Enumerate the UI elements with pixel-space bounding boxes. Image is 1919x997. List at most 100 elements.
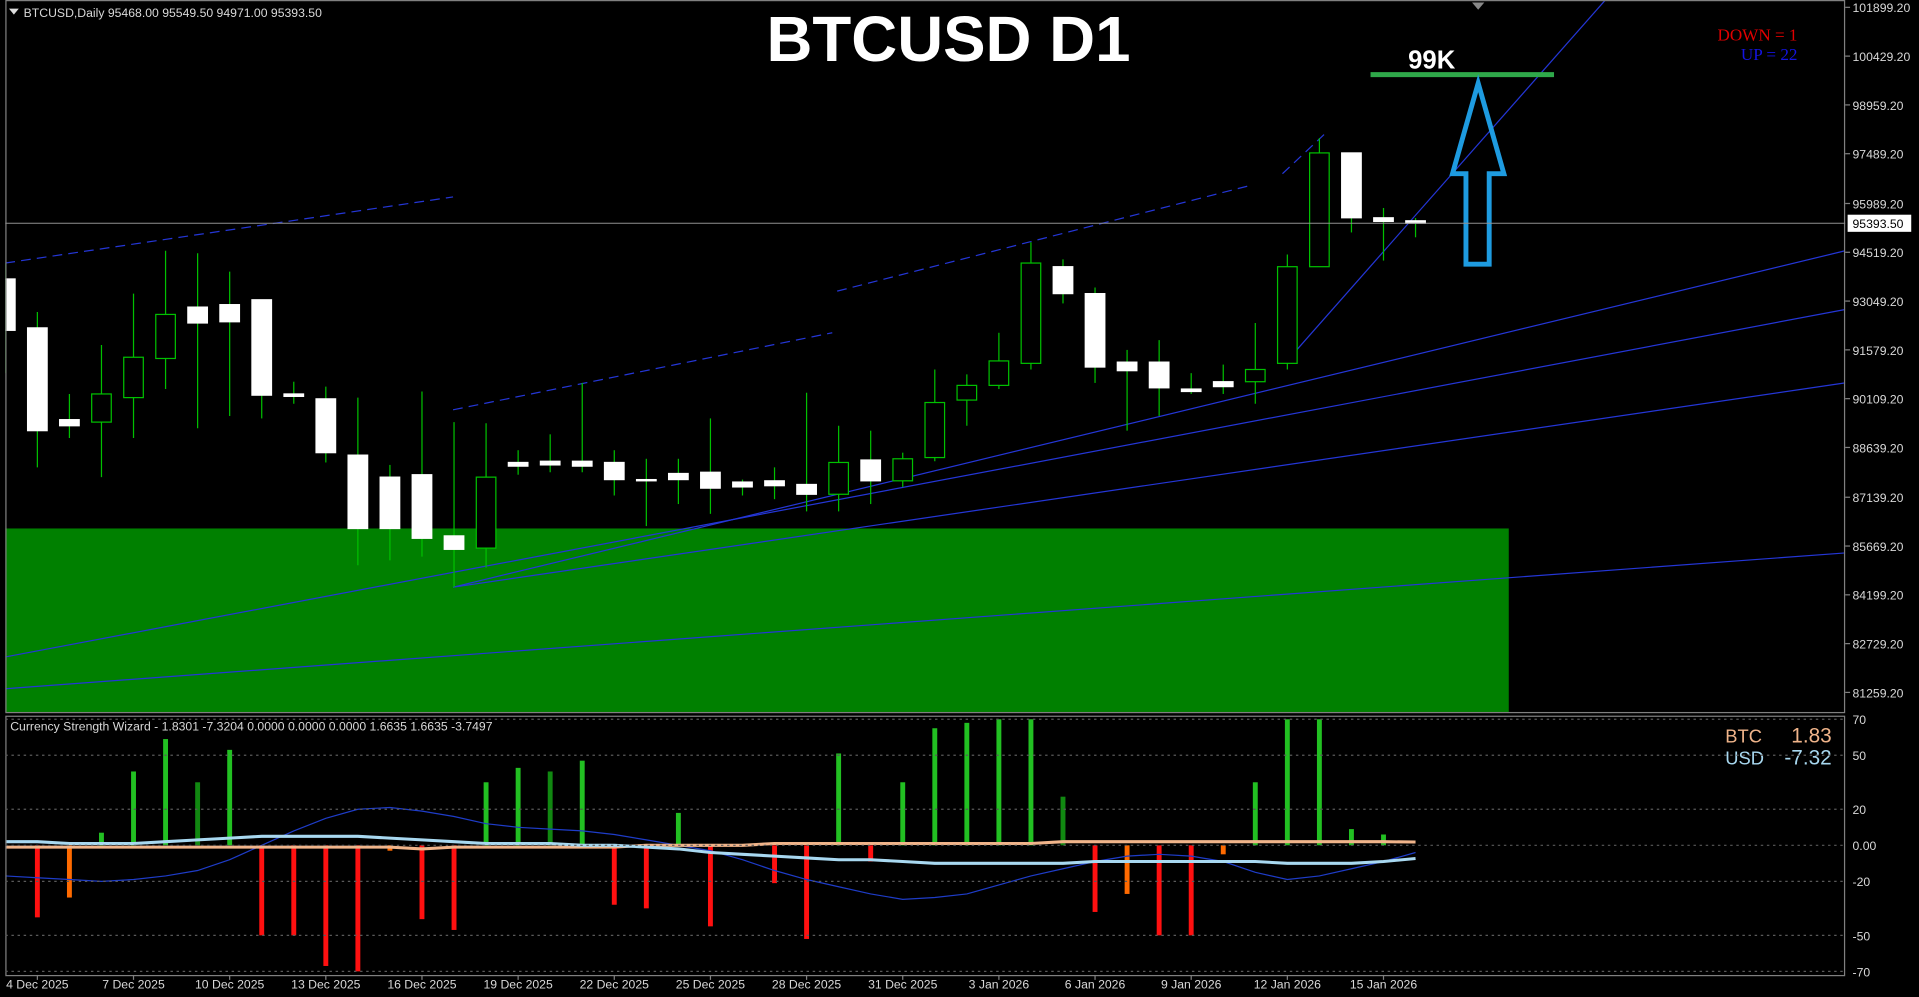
trendline <box>452 250 1846 588</box>
strength-bar <box>611 845 617 905</box>
main-frame <box>5 0 1846 714</box>
x-tick-label: 16 Dec 2025 <box>387 977 456 991</box>
strength-bar <box>1060 796 1066 846</box>
y-tick-label: 101899.20 <box>1853 1 1911 15</box>
y-tick-label: 82729.20 <box>1853 638 1904 652</box>
candle-body <box>1052 266 1074 295</box>
currency-value: -7.32 <box>1784 747 1831 770</box>
x-tick-label: 19 Dec 2025 <box>483 977 552 991</box>
candle-body <box>700 471 721 489</box>
candle-body <box>603 461 625 481</box>
x-tick-label: 31 Dec 2025 <box>868 977 937 991</box>
strength-bar <box>1349 829 1354 846</box>
candle-body <box>1309 152 1330 268</box>
strength-bar <box>1316 719 1322 846</box>
strength-bar <box>515 767 521 846</box>
y-tick-label: 20 <box>1853 803 1867 817</box>
strength-bar <box>1284 719 1290 846</box>
up-arrow <box>1449 74 1508 267</box>
x-tick-label: 15 Jan 2026 <box>1350 977 1417 991</box>
strength-bar <box>1220 845 1226 855</box>
menu-icon <box>8 8 19 15</box>
candle-body <box>123 356 144 399</box>
strength-bar <box>900 782 906 846</box>
candle-body <box>1244 368 1266 383</box>
trendlines <box>5 0 1846 690</box>
y-tick-label: 84199.20 <box>1853 589 1904 603</box>
trendline <box>1284 0 1606 364</box>
candle-body <box>411 474 433 539</box>
candle-body <box>956 384 978 401</box>
strength-bar <box>932 728 938 846</box>
candles <box>5 138 1426 588</box>
current-price-label: 95393.50 <box>1853 217 1904 231</box>
demand-zone <box>5 528 1509 712</box>
candle-body <box>1180 388 1202 393</box>
candle-body <box>571 460 593 467</box>
candle-body <box>1020 262 1042 364</box>
x-tick-label: 3 Jan 2026 <box>969 977 1030 991</box>
candle-body <box>443 535 465 550</box>
candle-body <box>635 478 657 482</box>
candle-body <box>1116 361 1138 372</box>
strength-bar <box>1156 845 1162 936</box>
y-tick-label: 50 <box>1853 749 1867 763</box>
candle-body <box>539 460 561 466</box>
candle-body <box>347 454 369 530</box>
candle-body <box>988 360 1010 387</box>
strength-bar <box>66 845 72 898</box>
x-tick-label: 28 Dec 2025 <box>772 977 841 991</box>
x-tick-label: 25 Dec 2025 <box>676 977 745 991</box>
strength-bar <box>579 760 585 846</box>
strength-bar <box>227 749 233 846</box>
y-tick-label: 70 <box>1853 713 1867 727</box>
y-tick-label: -20 <box>1853 875 1871 889</box>
shift-marker <box>1472 2 1485 10</box>
up-count: UP = 22 <box>1741 45 1798 64</box>
candle-body <box>1341 152 1362 219</box>
strength-bar <box>836 753 842 846</box>
candle-body <box>187 306 209 324</box>
x-tick-label: 13 Dec 2025 <box>291 977 360 991</box>
channel-line <box>837 184 1254 292</box>
y-tick-label: 87139.20 <box>1853 491 1904 505</box>
x-tick-label: 10 Dec 2025 <box>195 977 264 991</box>
trendline <box>452 382 1846 588</box>
candle-body <box>667 472 689 481</box>
candle-body <box>924 401 946 459</box>
candle-body <box>251 299 273 396</box>
trendline <box>5 308 1846 658</box>
y-tick-label: 90109.20 <box>1853 393 1904 407</box>
strength-bar <box>259 845 265 936</box>
x-tick-label: 7 Dec 2025 <box>102 977 165 991</box>
strength-bar <box>131 771 136 846</box>
strength-bar <box>1188 845 1194 936</box>
strength-bar <box>868 845 874 862</box>
candle-body <box>732 481 753 488</box>
strength-bar <box>707 845 713 927</box>
strength-bar <box>547 771 553 846</box>
indicator-title: Currency Strength Wizard - 1.8301 -7.320… <box>10 719 493 733</box>
y-tick-label: 95989.20 <box>1853 197 1904 211</box>
strength-bar <box>1124 845 1130 894</box>
strength-bar <box>964 722 970 846</box>
candle-body <box>764 480 785 487</box>
x-tick-label: 12 Jan 2026 <box>1254 977 1321 991</box>
channel-line <box>5 196 454 264</box>
candle-body <box>828 461 850 495</box>
y-tick-label: 91579.20 <box>1853 344 1904 358</box>
candle-body <box>91 393 112 423</box>
trendline <box>5 552 1846 690</box>
candle-body <box>1148 361 1170 389</box>
candle-body <box>1084 293 1106 368</box>
strength-bar <box>163 739 169 846</box>
candle-body <box>283 393 305 397</box>
x-tick-label: 6 Jan 2026 <box>1065 977 1126 991</box>
candle-body <box>796 483 817 495</box>
indicator <box>5 719 1416 972</box>
strength-bar <box>643 845 649 909</box>
y-tick-label: -70 <box>1853 965 1871 979</box>
